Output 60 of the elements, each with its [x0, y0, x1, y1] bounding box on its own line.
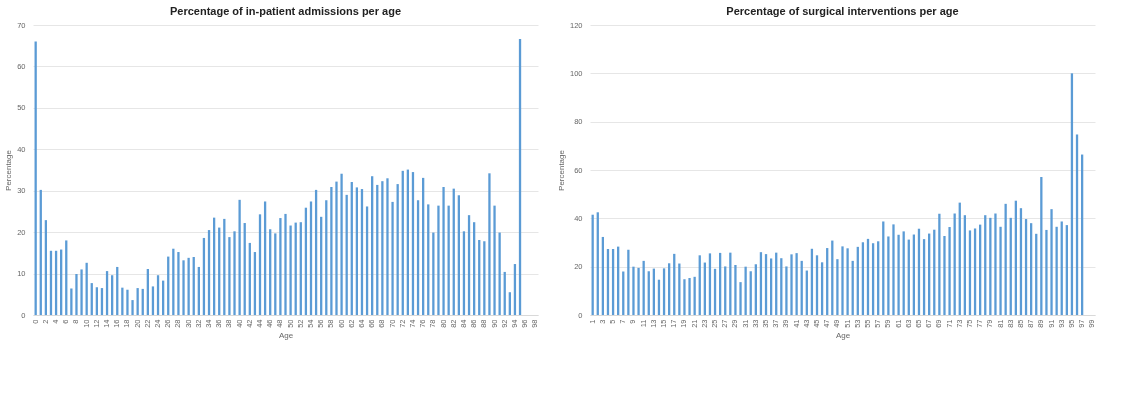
bar — [131, 300, 134, 315]
bar — [432, 232, 435, 315]
bar — [437, 205, 440, 315]
bar — [994, 213, 997, 315]
x-axis-title: Age — [835, 330, 851, 340]
bar — [836, 259, 839, 315]
bar — [790, 254, 793, 315]
bar — [498, 232, 501, 315]
bar — [744, 266, 747, 315]
bar — [948, 227, 951, 315]
bar — [340, 173, 343, 315]
bar — [330, 186, 333, 315]
bar — [80, 269, 83, 315]
bar — [136, 288, 139, 315]
bar — [75, 273, 78, 315]
bar — [739, 282, 742, 315]
bar — [289, 225, 292, 315]
bar — [632, 266, 635, 315]
bar — [989, 217, 992, 315]
y-axis-title: Percentage — [556, 149, 566, 191]
bar — [887, 236, 890, 315]
bar — [846, 248, 849, 315]
bar — [999, 226, 1002, 315]
bar — [381, 181, 384, 315]
bar — [841, 246, 844, 315]
bar — [126, 289, 129, 315]
bar — [284, 213, 287, 315]
bar — [943, 235, 946, 315]
bar — [637, 267, 640, 315]
bar — [442, 186, 445, 315]
bar — [795, 253, 798, 315]
bar — [892, 224, 895, 315]
bar — [1050, 209, 1053, 315]
x-axis-title: Age — [278, 330, 294, 340]
bar — [938, 213, 941, 315]
bar — [493, 205, 496, 315]
bar — [177, 252, 180, 315]
bar — [627, 249, 630, 315]
bar — [182, 260, 185, 315]
bar — [391, 201, 394, 315]
bar — [335, 181, 338, 315]
bar — [488, 173, 491, 315]
bar — [233, 231, 236, 315]
bar — [683, 279, 686, 315]
bar — [1045, 229, 1048, 315]
chart-title: Percentage of surgical interventions per age — [726, 5, 959, 17]
y-axis-title: Percentage — [4, 149, 14, 191]
chart-title: Percentage of in-patient admissions per age — [169, 5, 402, 17]
bar — [785, 266, 788, 315]
bar — [187, 257, 190, 315]
bar — [279, 218, 282, 315]
bar — [228, 237, 231, 315]
bar — [734, 264, 737, 315]
bar — [70, 288, 73, 315]
bar — [897, 234, 900, 315]
bar — [238, 199, 241, 315]
bar — [688, 278, 691, 315]
bar — [1055, 226, 1058, 315]
bar — [693, 276, 696, 315]
bar — [386, 178, 389, 315]
